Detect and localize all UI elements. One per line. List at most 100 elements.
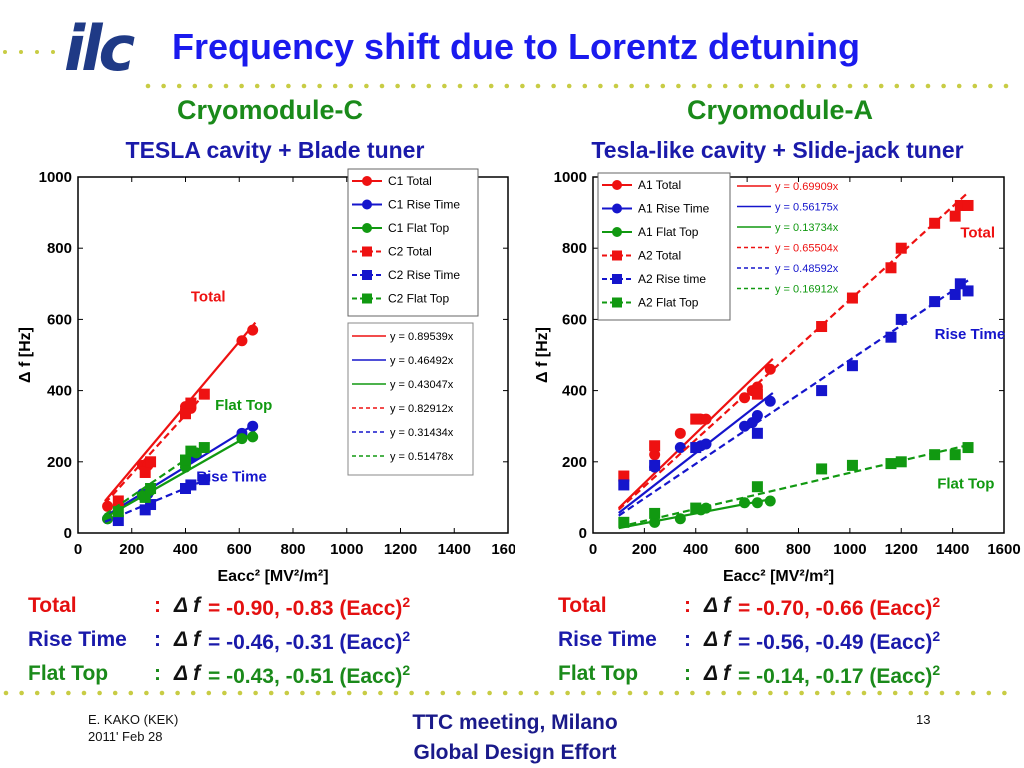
header-dot — [832, 83, 837, 89]
footer-dot — [799, 690, 804, 696]
y-axis-label: Δ f [Hz] — [534, 327, 551, 383]
header-dot — [19, 50, 23, 54]
y-tick-label: 800 — [562, 240, 587, 257]
x-tick-label: 800 — [786, 541, 811, 558]
footer-dot — [456, 690, 461, 696]
legend-label: C2 Flat Top — [388, 292, 449, 306]
fit-summary-exponent: 2 — [402, 594, 411, 610]
fit-summary-exponent: 2 — [932, 594, 941, 610]
header-dot — [988, 83, 993, 89]
data-point — [180, 408, 191, 420]
footer-dot — [97, 690, 102, 696]
header-dot — [644, 83, 650, 89]
data-point — [885, 331, 897, 343]
footer-dot — [752, 690, 758, 696]
data-point — [145, 456, 157, 468]
legend-label: A2 Flat Top — [638, 296, 699, 310]
fit-summary-equation: = -0.43, -0.51 (Eacc)2 — [208, 662, 411, 688]
footer-dot — [315, 690, 321, 696]
header-dot — [35, 50, 39, 54]
fit-legend-label: y = 0.31434x — [390, 427, 454, 439]
fit-summary-delta: Δ f — [174, 594, 201, 617]
header-dot — [769, 83, 775, 89]
legend-label: C1 Flat Top — [388, 221, 449, 235]
data-point — [112, 515, 124, 527]
data-point — [929, 296, 941, 308]
footer-dot — [424, 690, 430, 696]
footer-dot — [658, 690, 664, 696]
fit-line — [618, 444, 969, 529]
data-point — [764, 495, 776, 507]
fit-legend-label: y = 0.89539x — [390, 331, 454, 343]
x-tick-label: 1400 — [936, 541, 969, 558]
fit-summary-separator: : — [154, 662, 161, 685]
footer-dot — [612, 690, 617, 696]
data-point — [247, 324, 259, 336]
footer-dot — [549, 690, 555, 696]
header-dot — [754, 83, 759, 89]
header-dot — [535, 83, 541, 89]
legend-label: A1 Rise Time — [638, 202, 710, 216]
x-tick-label: 1600 — [987, 541, 1020, 558]
footer-dot — [237, 690, 243, 696]
data-point — [895, 242, 907, 254]
header-dot — [442, 83, 447, 89]
chart-cryomodule-a: 0 200 400 600 800 1000 1200 1400 1600 0 200 400 600 8… — [534, 169, 1021, 585]
data-point — [751, 388, 763, 400]
cryomodule-c-title: Cryomodule-C — [176, 95, 363, 125]
footer-dot — [300, 690, 305, 696]
footer-dot — [643, 690, 648, 696]
header-dot — [51, 50, 55, 54]
x-tick-label: 1400 — [438, 541, 471, 558]
footer-dot — [175, 690, 180, 696]
footer-dot — [534, 690, 539, 696]
y-tick-label: 600 — [47, 311, 72, 328]
fit-summary-equation: = -0.56, -0.49 (Eacc)2 — [738, 628, 941, 654]
header-dot — [738, 83, 744, 89]
cryomodule-c-subtitle: TESLA cavity + Blade tuner — [125, 137, 425, 163]
ilc-logo: ilc — [64, 12, 135, 85]
footer-dot — [721, 690, 726, 696]
data-point — [962, 199, 974, 211]
fit-legend-label: y = 0.82912x — [390, 403, 454, 415]
footer-meeting-block: TTC meeting, Milano Global Design Effort — [330, 708, 700, 768]
data-point — [751, 497, 763, 509]
legend-label: A2 Rise time — [638, 272, 706, 286]
footer-dot — [34, 690, 40, 696]
footer-dot — [81, 690, 87, 696]
fit-summary-delta: Δ f — [704, 628, 731, 651]
fit-legend-label: y = 0.65504x — [775, 243, 839, 255]
header-dot — [395, 83, 400, 89]
series-annotation: Rise Time — [196, 468, 267, 485]
data-point — [846, 459, 858, 471]
footer-dot — [705, 690, 711, 696]
data-point — [139, 491, 151, 503]
fit-summary-label: Rise Time — [28, 628, 127, 651]
fit-legend-label: y = 0.13734x — [775, 222, 839, 234]
header-dot — [520, 83, 525, 89]
fit-line — [618, 279, 969, 517]
data-point — [816, 463, 828, 475]
x-axis-label: Eacc² [MV²/m²] — [723, 568, 834, 585]
data-point — [739, 497, 751, 509]
x-tick-label: 1200 — [885, 541, 918, 558]
data-point — [690, 413, 702, 425]
fit-summary-equation: = -0.70, -0.66 (Eacc)2 — [738, 594, 941, 620]
series-annotation: Total — [191, 289, 226, 306]
x-tick-label: 1600 — [491, 541, 515, 558]
chart-cryomodule-c: 0 200 400 600 800 1000 1200 1400 1600 0 200 400 600 8… — [17, 168, 515, 585]
header-dot — [691, 83, 697, 89]
series-annotation: Total — [960, 225, 995, 242]
data-point — [700, 502, 712, 514]
data-point — [949, 288, 961, 300]
footer-dot — [970, 690, 976, 696]
data-point — [846, 292, 858, 304]
header-dot — [332, 83, 338, 89]
y-tick-label: 200 — [562, 454, 587, 471]
footer-dot — [471, 690, 477, 696]
data-point — [929, 217, 941, 229]
y-tick-label: 600 — [562, 311, 587, 328]
footer-dot — [861, 690, 867, 696]
footer-dot — [518, 690, 524, 696]
